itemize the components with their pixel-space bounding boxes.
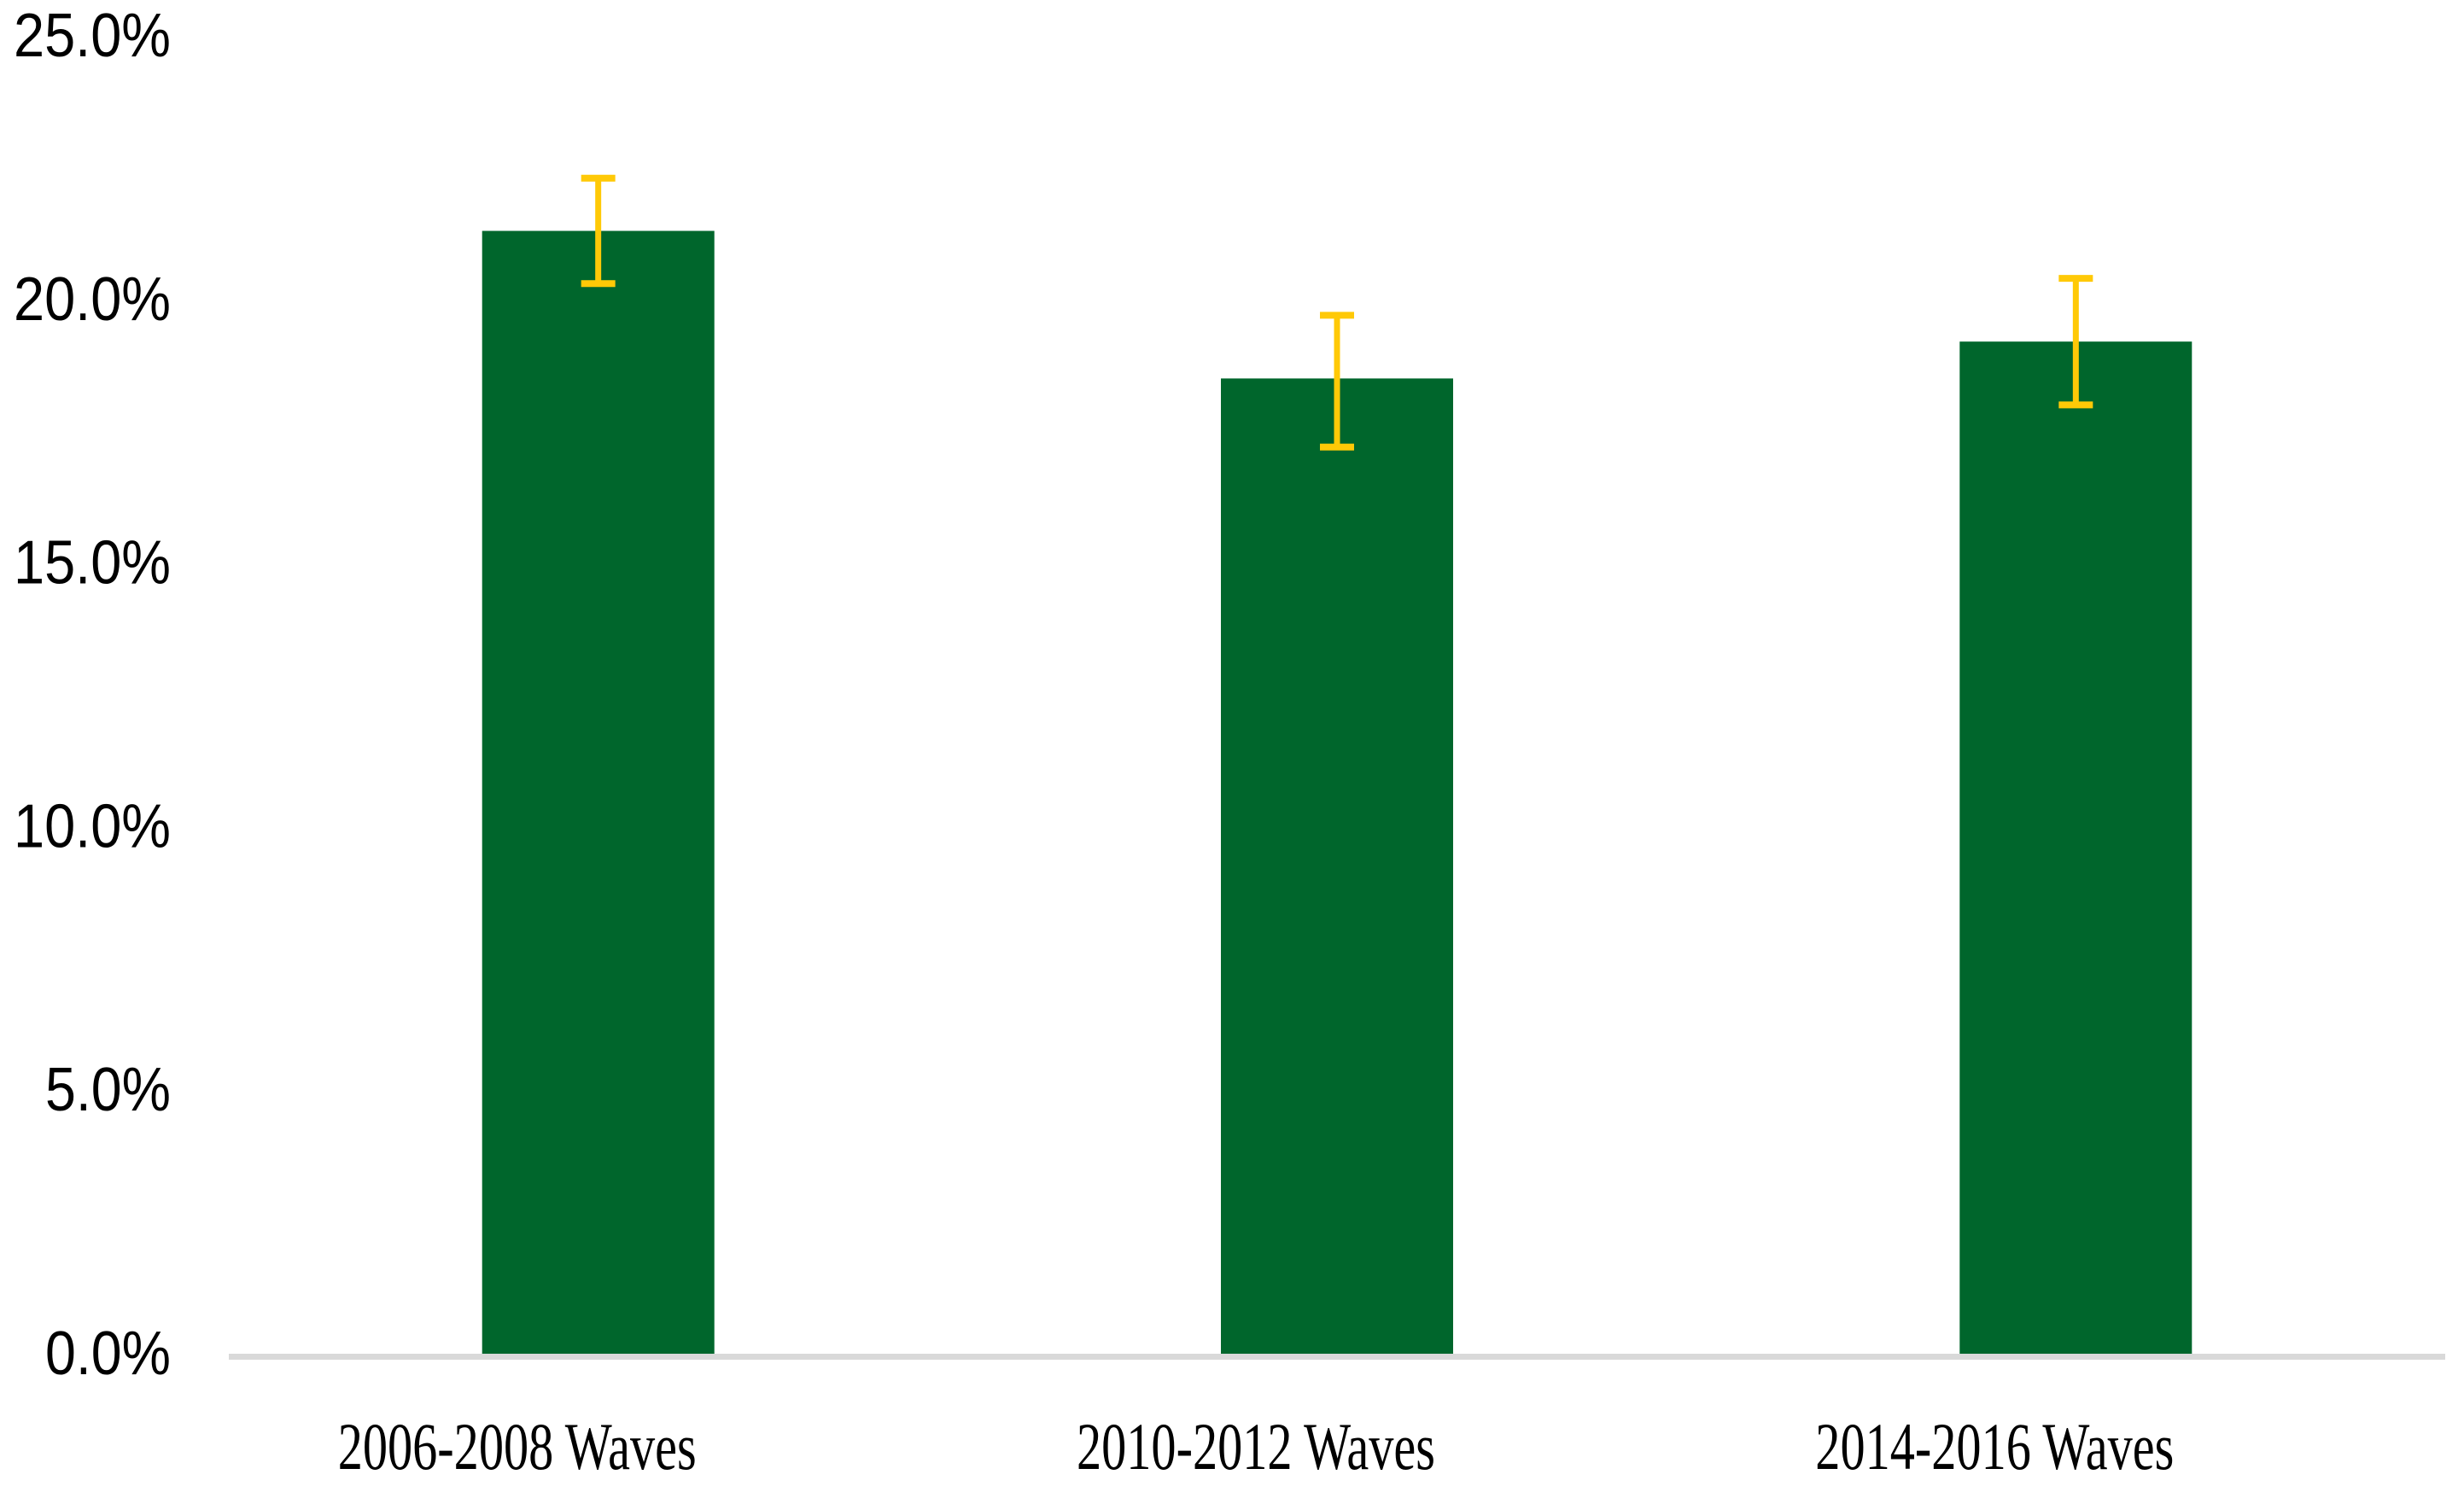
x-axis-line (229, 1354, 2445, 1360)
error-bar (2058, 275, 2093, 409)
y-axis-tick-label: 25.0% (14, 2, 171, 70)
bar (1959, 341, 2192, 1355)
y-axis-tick-label: 20.0% (14, 265, 171, 334)
bar (1221, 378, 1453, 1354)
y-axis-tick-label: 10.0% (14, 792, 171, 860)
y-axis-tick-label: 5.0% (45, 1056, 171, 1124)
x-category-label: 2014-2016 Waves (1815, 1409, 2174, 1483)
bar (482, 230, 715, 1354)
error-bar (1320, 312, 1354, 451)
x-category-label: 2006-2008 Waves (338, 1409, 697, 1483)
x-category-label: 2010-2012 Waves (1077, 1409, 1435, 1483)
y-axis-tick-label: 15.0% (14, 529, 171, 597)
error-bar (581, 174, 616, 288)
y-axis-tick-label: 0.0% (45, 1320, 171, 1388)
